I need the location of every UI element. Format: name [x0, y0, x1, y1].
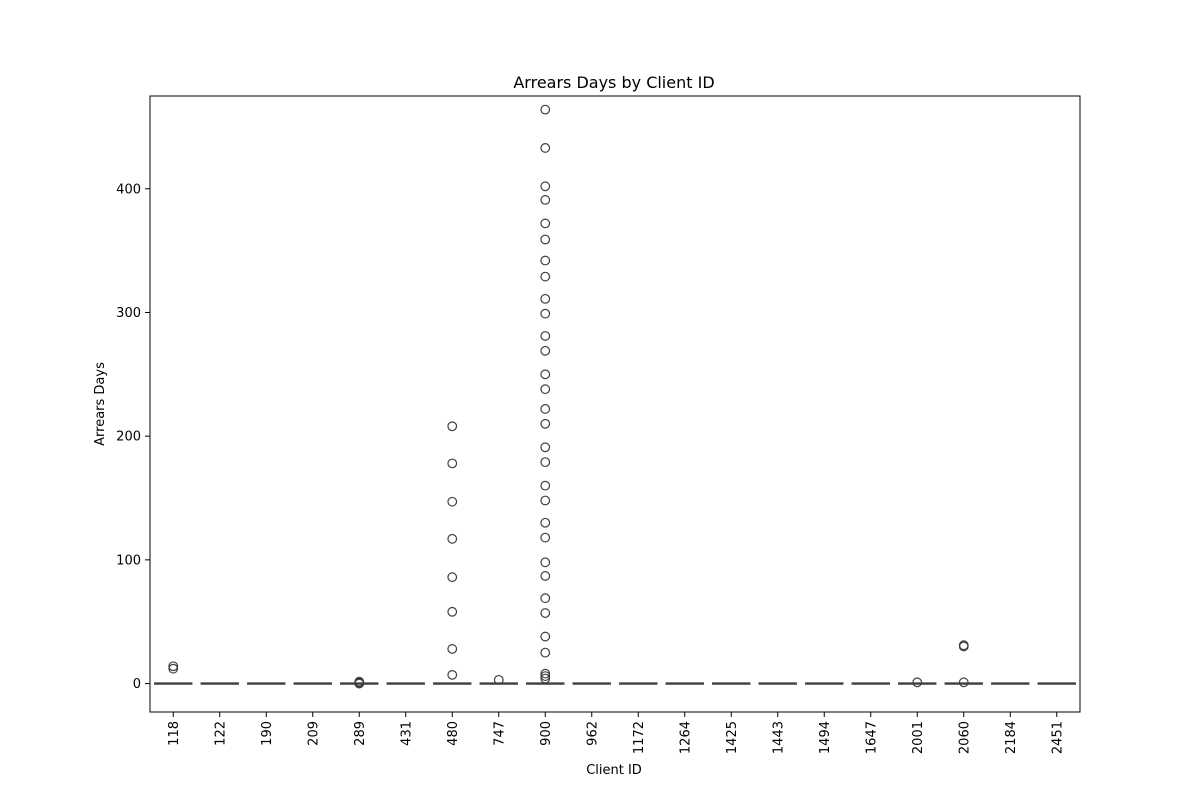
outlier-point [447, 458, 458, 469]
outlier-point [958, 640, 969, 651]
outlier-point [912, 677, 923, 688]
x-tick-label: 747 [492, 721, 507, 746]
outlier-point [540, 631, 551, 642]
x-tick-label: 2184 [1004, 721, 1019, 754]
outlier-point [540, 345, 551, 356]
outlier-point [447, 572, 458, 583]
y-tick-label: 100 [116, 553, 141, 568]
outlier-point [540, 308, 551, 319]
outlier-point [540, 293, 551, 304]
box-289 [340, 676, 379, 689]
box-2184 [991, 682, 1030, 685]
outlier-point [540, 532, 551, 543]
outlier-point [540, 647, 551, 658]
outlier-point [540, 673, 551, 684]
box-962 [572, 682, 611, 685]
outlier-point [540, 218, 551, 229]
outlier-point [354, 676, 365, 687]
box-1425 [712, 682, 751, 685]
outlier-point [168, 663, 179, 674]
outlier-point [540, 608, 551, 618]
outlier-point [540, 571, 551, 581]
box-118 [154, 661, 193, 685]
box-209 [293, 682, 332, 685]
outlier-point [540, 271, 551, 282]
outlier-point [447, 533, 458, 544]
box-480 [433, 421, 472, 685]
box-1647 [851, 682, 890, 685]
x-tick-label: 1425 [725, 721, 740, 754]
x-tick-label: 962 [585, 721, 600, 746]
x-tick-label: 1443 [771, 721, 786, 754]
box-900 [526, 104, 565, 685]
outlier-point [540, 404, 551, 414]
outlier-point [540, 384, 551, 395]
y-tick-label: 400 [116, 182, 141, 197]
outlier-point [540, 331, 551, 341]
outlier-point [540, 593, 551, 604]
box-1172 [619, 682, 658, 685]
outlier-point [540, 104, 551, 115]
box-431 [386, 682, 425, 685]
outlier-point [540, 255, 551, 266]
outlier-point [447, 496, 458, 507]
outlier-point [540, 442, 551, 453]
y-tick-label: 300 [116, 306, 141, 321]
x-tick-label: 209 [306, 721, 321, 746]
x-tick-label: 2451 [1050, 721, 1065, 754]
x-tick-label: 900 [539, 721, 554, 746]
outlier-point [493, 674, 504, 685]
x-tick-label: 1172 [632, 721, 647, 754]
outlier-point [540, 418, 551, 429]
outlier-point [540, 143, 551, 153]
outlier-point [958, 677, 969, 688]
x-tick-label: 2001 [911, 721, 926, 754]
outlier-point [447, 644, 458, 654]
box-1494 [805, 682, 844, 685]
box-1264 [665, 682, 704, 685]
outlier-point [540, 557, 551, 568]
y-axis: 0 100 200 300 400 [116, 182, 150, 692]
outlier-point [447, 669, 458, 680]
x-tick-label: 1494 [818, 721, 833, 754]
outlier-point [540, 181, 551, 192]
x-tick-label: 190 [260, 721, 275, 746]
x-tick-label: 289 [353, 721, 368, 746]
outlier-point [540, 369, 551, 380]
outlier-point [540, 195, 551, 205]
outlier-point [447, 606, 458, 617]
chart-title: Arrears Days by Client ID [513, 73, 714, 92]
x-axis-title: Client ID [586, 763, 642, 778]
outlier-point [540, 234, 551, 245]
y-tick-label: 200 [116, 430, 141, 445]
x-tick-label: 1264 [678, 721, 693, 754]
y-tick-label: 0 [133, 677, 141, 692]
outlier-point [540, 517, 551, 528]
outlier-point [540, 495, 551, 506]
outlier-point [168, 661, 179, 672]
outlier-point [447, 421, 458, 432]
x-tick-label: 1647 [864, 721, 879, 754]
outlier-point [540, 671, 551, 682]
x-tick-label: 118 [167, 721, 182, 746]
box-2060 [944, 640, 983, 688]
box-2001 [898, 677, 937, 688]
outlier-point [540, 457, 551, 468]
box-190 [247, 682, 286, 685]
x-tick-label: 122 [213, 721, 228, 746]
box-122 [200, 682, 239, 685]
outlier-point [540, 668, 551, 679]
x-tick-label: 2060 [957, 721, 972, 754]
box-2451 [1037, 682, 1076, 685]
x-axis: 118 122 190 209 289 431 480 747 900 962 1172 1264 14… [167, 712, 1065, 754]
y-axis-title: Arrears Days [93, 362, 108, 446]
plot-area [154, 104, 1076, 689]
x-tick-label: 480 [446, 721, 461, 746]
outlier-point [540, 480, 551, 491]
box-747 [479, 674, 518, 685]
plot-frame [149, 95, 1081, 713]
box-1443 [758, 682, 797, 685]
x-tick-label: 431 [399, 721, 414, 746]
